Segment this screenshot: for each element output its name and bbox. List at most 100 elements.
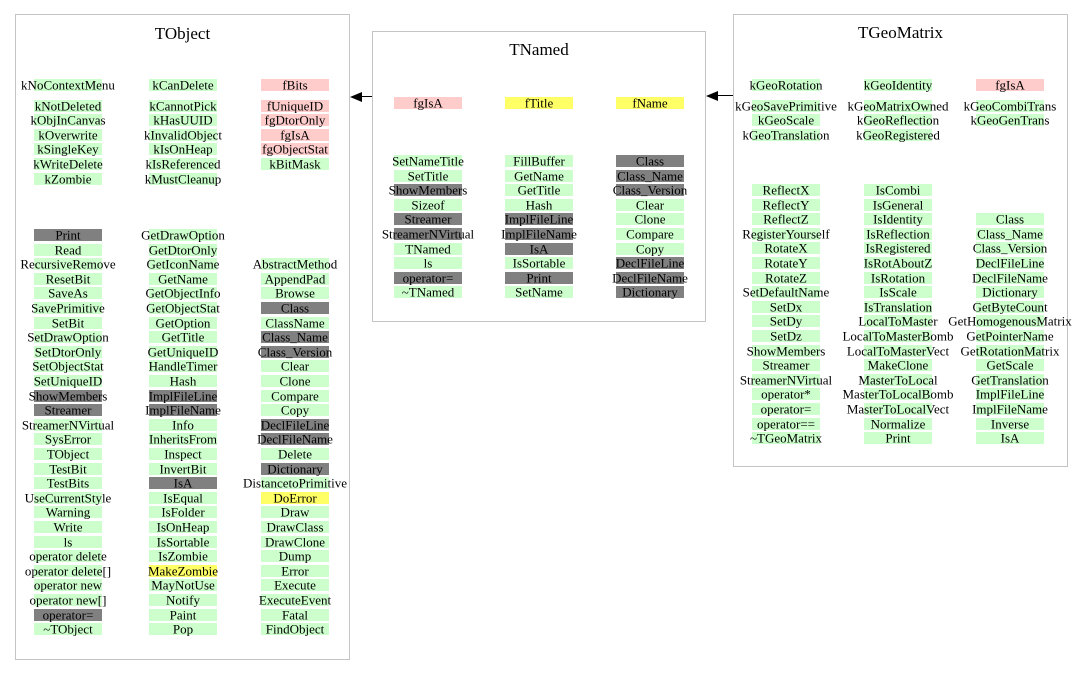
method-cell[interactable]: IsRegistered bbox=[864, 242, 932, 255]
method-cell[interactable]: Class_Name bbox=[976, 227, 1044, 240]
field-cell[interactable]: kNoContextMenu bbox=[21, 79, 115, 92]
method-cell[interactable]: RotateX bbox=[752, 242, 820, 255]
method-cell[interactable]: ClassName bbox=[261, 316, 329, 329]
method-cell[interactable]: Browse bbox=[261, 287, 329, 300]
field-cell[interactable]: kGeoCombiTrans bbox=[964, 99, 1057, 112]
method-cell[interactable]: SetObjectStat bbox=[32, 360, 104, 373]
field-cell[interactable]: kGeoTranslation bbox=[743, 128, 830, 141]
method-cell[interactable]: Streamer bbox=[752, 359, 820, 372]
method-cell[interactable]: SaveAs bbox=[34, 287, 102, 300]
method-cell[interactable]: ImplFileLine bbox=[149, 389, 218, 402]
method-cell[interactable]: ImplFileName bbox=[145, 404, 221, 417]
method-cell[interactable]: UseCurrentStyle bbox=[25, 491, 112, 504]
method-cell[interactable]: Hash bbox=[505, 198, 573, 211]
method-cell[interactable]: GetTranslation bbox=[971, 373, 1049, 386]
method-cell[interactable]: SetNameTitle bbox=[392, 155, 464, 168]
method-cell[interactable]: Read bbox=[34, 243, 102, 256]
method-cell[interactable]: ImplFileLine bbox=[505, 213, 574, 226]
method-cell[interactable]: GetDrawOption bbox=[141, 229, 225, 242]
field-cell[interactable]: kIsReferenced bbox=[145, 158, 220, 171]
method-cell[interactable]: RotateY bbox=[752, 257, 820, 270]
method-cell[interactable]: SetTitle bbox=[394, 169, 462, 182]
method-cell[interactable]: FindObject bbox=[261, 623, 329, 636]
method-cell[interactable]: GetName bbox=[149, 272, 217, 285]
method-cell[interactable]: LocalToMaster bbox=[858, 315, 937, 328]
method-cell[interactable]: operator* bbox=[752, 388, 820, 401]
method-cell[interactable]: AbstractMethod bbox=[253, 258, 337, 271]
method-cell[interactable]: Pop bbox=[149, 623, 217, 636]
method-cell[interactable]: RecursiveRemove bbox=[20, 258, 115, 271]
field-cell[interactable]: kGeoIdentity bbox=[864, 79, 933, 92]
method-cell[interactable]: SetDefaultName bbox=[743, 286, 830, 299]
method-cell[interactable]: IsIdentity bbox=[864, 213, 932, 226]
method-cell[interactable]: GetByteCount bbox=[972, 300, 1047, 313]
method-cell[interactable]: Copy bbox=[261, 404, 329, 417]
method-cell[interactable]: operator= bbox=[34, 608, 102, 621]
field-cell[interactable]: kCanDelete bbox=[149, 79, 217, 92]
method-cell[interactable]: DeclFileLine bbox=[261, 418, 330, 431]
method-cell[interactable]: Class_Name bbox=[616, 169, 684, 182]
method-cell[interactable]: Compare bbox=[261, 389, 329, 402]
method-cell[interactable]: GetHomogenousMatrix bbox=[948, 315, 1071, 328]
method-cell[interactable]: Class_Name bbox=[261, 331, 329, 344]
method-cell[interactable]: operator== bbox=[752, 417, 820, 430]
method-cell[interactable]: ExecuteEvent bbox=[259, 594, 331, 607]
method-cell[interactable]: Hash bbox=[149, 375, 217, 388]
method-cell[interactable]: DeclFileName bbox=[612, 271, 688, 284]
method-cell[interactable]: GetName bbox=[505, 169, 573, 182]
field-cell[interactable]: fName bbox=[616, 97, 684, 110]
method-cell[interactable]: Class_Version bbox=[973, 242, 1047, 255]
method-cell[interactable]: LocalToMasterBomb bbox=[842, 330, 953, 343]
method-cell[interactable]: Dictionary bbox=[616, 286, 684, 299]
method-cell[interactable]: SetDy bbox=[752, 315, 820, 328]
method-cell[interactable]: operator delete bbox=[29, 550, 107, 563]
method-cell[interactable]: GetOption bbox=[149, 316, 217, 329]
method-cell[interactable]: operator new bbox=[34, 579, 102, 592]
method-cell[interactable]: GetPointerName bbox=[966, 330, 1053, 343]
method-cell[interactable]: DistancetoPrimitive bbox=[243, 477, 347, 490]
method-cell[interactable]: SetDrawOption bbox=[27, 331, 109, 344]
method-cell[interactable]: IsSortable bbox=[149, 535, 217, 548]
field-cell[interactable]: fgIsA bbox=[976, 79, 1044, 92]
method-cell[interactable]: Class bbox=[616, 155, 684, 168]
method-cell[interactable]: DrawClone bbox=[261, 535, 329, 548]
method-cell[interactable]: Class_Version bbox=[258, 345, 332, 358]
method-cell[interactable]: DoError bbox=[261, 491, 329, 504]
method-cell[interactable]: operator new[] bbox=[30, 594, 107, 607]
method-cell[interactable]: MakeClone bbox=[864, 359, 932, 372]
field-cell[interactable]: fgIsA bbox=[394, 97, 462, 110]
method-cell[interactable]: GetObjectStat bbox=[146, 302, 220, 315]
method-cell[interactable]: IsEqual bbox=[149, 491, 217, 504]
method-cell[interactable]: SetDz bbox=[752, 330, 820, 343]
field-cell[interactable]: kZombie bbox=[34, 172, 102, 185]
field-cell[interactable]: fUniqueID bbox=[261, 99, 329, 112]
field-cell[interactable]: kOverwrite bbox=[34, 128, 102, 141]
field-cell[interactable]: kGeoRotation bbox=[750, 79, 823, 92]
method-cell[interactable]: DeclFileLine bbox=[616, 257, 685, 270]
method-cell[interactable]: DeclFileName bbox=[257, 433, 333, 446]
method-cell[interactable]: ShowMembers bbox=[29, 389, 108, 402]
method-cell[interactable]: ls bbox=[34, 535, 102, 548]
method-cell[interactable]: ShowMembers bbox=[389, 184, 468, 197]
method-cell[interactable]: TestBits bbox=[34, 477, 102, 490]
method-cell[interactable]: Class_Version bbox=[613, 184, 687, 197]
method-cell[interactable]: Class bbox=[261, 302, 329, 315]
method-cell[interactable]: IsCombi bbox=[864, 184, 932, 197]
method-cell[interactable]: Normalize bbox=[864, 417, 932, 430]
method-cell[interactable]: ImplFileName bbox=[501, 228, 577, 241]
method-cell[interactable]: Inverse bbox=[976, 417, 1044, 430]
field-cell[interactable]: kGeoSavePrimitive bbox=[735, 99, 837, 112]
field-cell[interactable]: kHasUUID bbox=[149, 114, 217, 127]
method-cell[interactable]: ls bbox=[394, 257, 462, 270]
method-cell[interactable]: ShowMembers bbox=[747, 344, 826, 357]
method-cell[interactable]: GetTitle bbox=[505, 184, 573, 197]
method-cell[interactable]: Compare bbox=[616, 228, 684, 241]
method-cell[interactable]: SetBit bbox=[34, 316, 102, 329]
method-cell[interactable]: TNamed bbox=[394, 242, 462, 255]
method-cell[interactable]: RegisterYourself bbox=[742, 227, 830, 240]
method-cell[interactable]: MasterToLocalVect bbox=[847, 403, 949, 416]
field-cell[interactable]: kCannotPick bbox=[149, 99, 217, 112]
field-cell[interactable]: kMustCleanup bbox=[145, 172, 222, 185]
method-cell[interactable]: GetObjectInfo bbox=[145, 287, 220, 300]
method-cell[interactable]: GetIconName bbox=[147, 258, 220, 271]
